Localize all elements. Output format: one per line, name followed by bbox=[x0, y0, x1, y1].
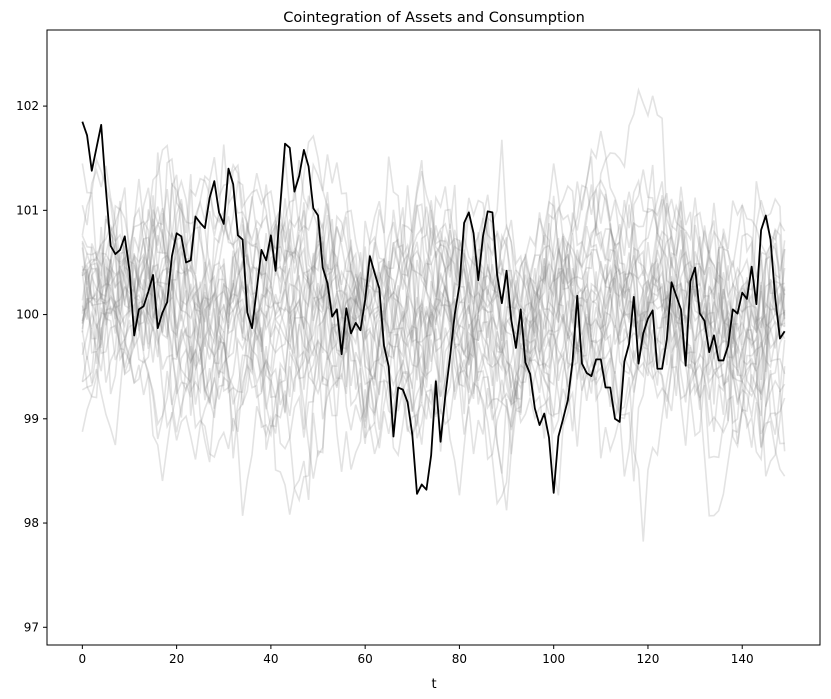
y-tick-label: 100 bbox=[16, 308, 39, 322]
y-tick-label: 97 bbox=[24, 620, 39, 634]
background-series-line bbox=[81, 219, 786, 472]
background-series-line bbox=[81, 164, 785, 458]
chart-title: Cointegration of Assets and Consumption bbox=[283, 10, 585, 26]
y-tick-label: 101 bbox=[16, 203, 39, 217]
background-series-line bbox=[81, 87, 785, 474]
background-series-line bbox=[81, 159, 786, 517]
background-series-line bbox=[81, 232, 786, 500]
background-series-line bbox=[81, 152, 786, 446]
background-series-line bbox=[81, 184, 786, 398]
background-series-line bbox=[81, 134, 786, 477]
x-tick-label: 140 bbox=[731, 652, 754, 666]
x-tick-label: 40 bbox=[263, 652, 278, 666]
x-tick-label: 60 bbox=[358, 652, 373, 666]
x-tick-label: 100 bbox=[542, 652, 565, 666]
y-tick-label: 98 bbox=[24, 516, 39, 530]
background-series-line bbox=[81, 181, 786, 418]
x-tick-label: 80 bbox=[452, 652, 467, 666]
background-series-line bbox=[81, 232, 786, 459]
y-tick-label: 102 bbox=[16, 99, 39, 113]
y-tick-label: 99 bbox=[24, 412, 39, 426]
background-series-line bbox=[81, 170, 786, 515]
background-series-line bbox=[81, 156, 786, 511]
background-series-line bbox=[81, 185, 786, 516]
background-series-line bbox=[81, 144, 786, 496]
background-series-line bbox=[81, 157, 786, 445]
background-series-line bbox=[81, 191, 786, 393]
background-series-group bbox=[81, 87, 786, 542]
plot-frame bbox=[46, 29, 821, 646]
background-series-line bbox=[81, 184, 786, 496]
background-series-line bbox=[81, 130, 786, 459]
x-tick-label: 120 bbox=[637, 652, 660, 666]
y-axis: 97 98 99 100 101 102 bbox=[16, 99, 47, 634]
x-tick-label: 0 bbox=[79, 652, 87, 666]
background-series-line bbox=[81, 242, 786, 506]
highlight-series-group bbox=[81, 121, 786, 495]
x-tick-label: 20 bbox=[169, 652, 184, 666]
x-axis-label: t bbox=[431, 677, 436, 692]
background-series-line bbox=[81, 156, 786, 459]
background-series-line bbox=[81, 139, 786, 482]
background-series-line bbox=[82, 177, 786, 417]
background-series-line bbox=[81, 203, 786, 477]
background-series-line bbox=[81, 174, 786, 433]
x-axis: 0 20 40 60 80 100 120 140 bbox=[79, 645, 754, 666]
highlight-series-line bbox=[81, 121, 786, 495]
background-series-line bbox=[81, 191, 786, 542]
background-series-line bbox=[81, 195, 786, 451]
background-series-line bbox=[81, 178, 786, 479]
background-series-line bbox=[81, 154, 786, 419]
